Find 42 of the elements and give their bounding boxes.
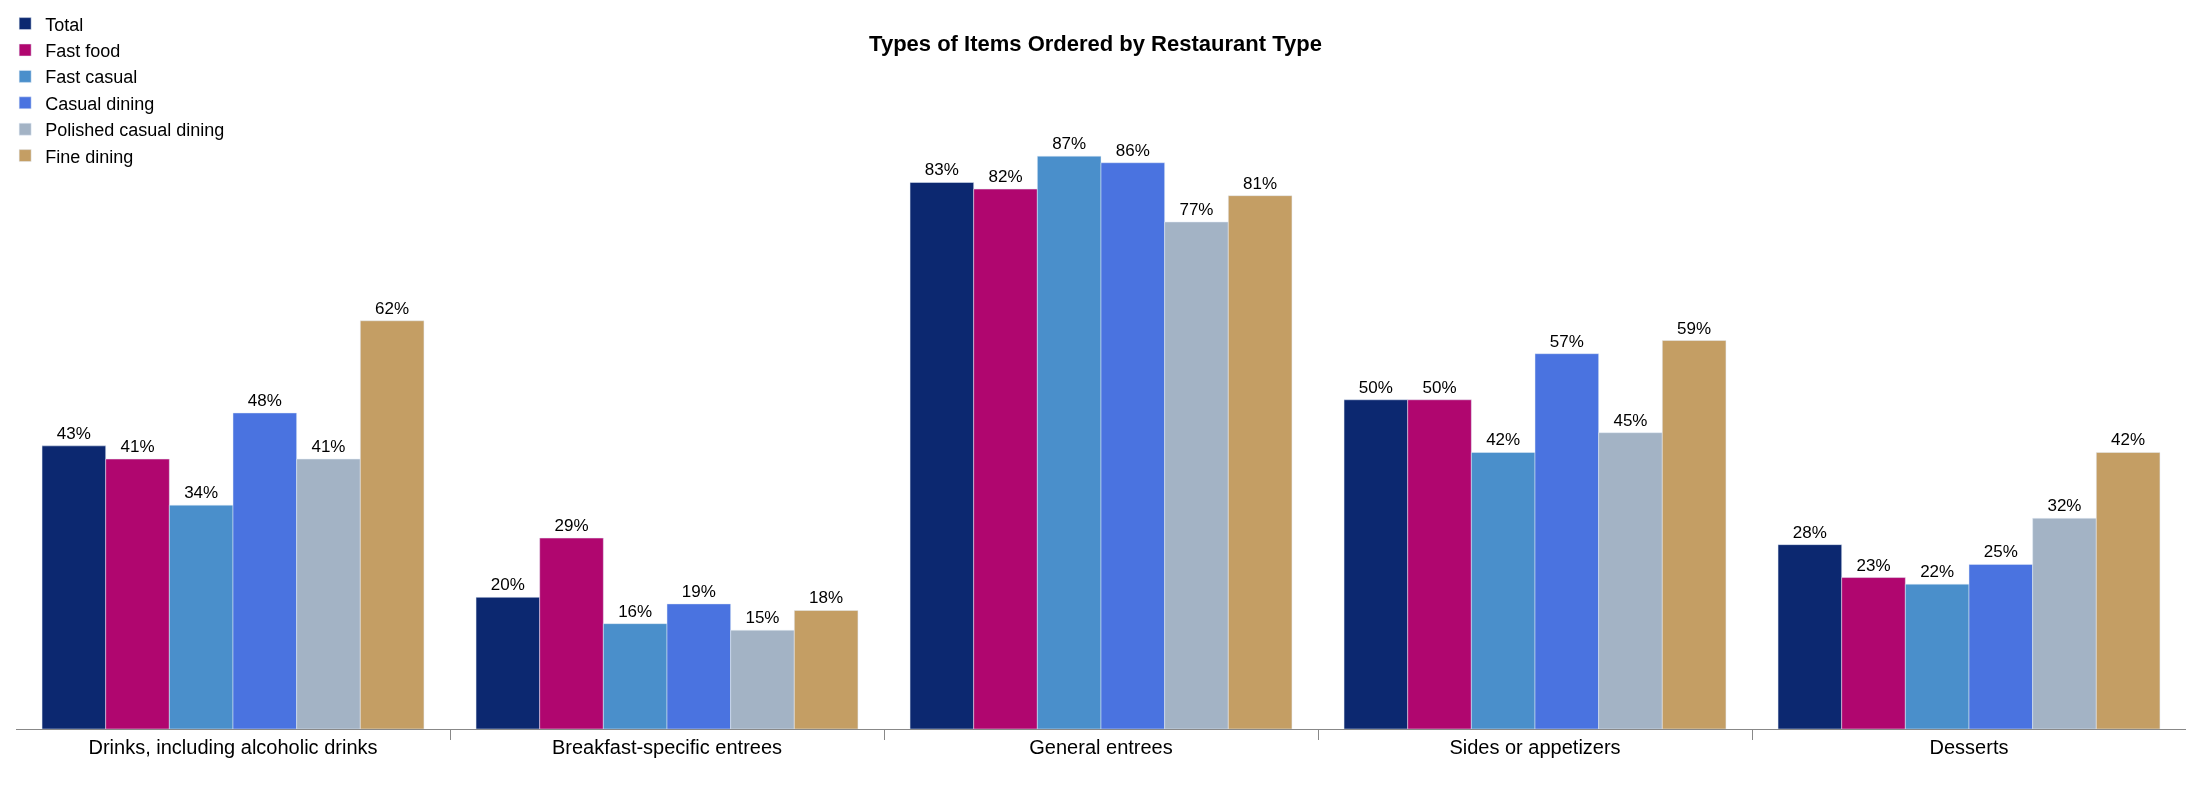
data-label: 62% [375, 298, 410, 318]
data-label: 19% [681, 581, 716, 601]
data-label: 42% [2111, 430, 2146, 450]
data-label: 16% [618, 601, 653, 621]
chart-title: Types of Items Ordered by Restaurant Type [869, 30, 1322, 56]
data-label: 59% [1677, 318, 1712, 338]
legend-label: Casual dining [45, 93, 155, 114]
data-label: 87% [1052, 134, 1087, 154]
legend-label: Fast casual [45, 67, 138, 88]
legend-label: Fine dining [45, 146, 134, 167]
data-label: 28% [1792, 522, 1827, 542]
data-label: 23% [1856, 555, 1891, 575]
data-label: 25% [1983, 542, 2018, 562]
data-label: 32% [2047, 496, 2082, 516]
legend-label: Total [45, 14, 84, 35]
data-label: 77% [1179, 199, 1214, 219]
data-label: 57% [1549, 331, 1584, 351]
data-label: 45% [1613, 410, 1648, 430]
data-label: 83% [924, 160, 959, 180]
data-label: 42% [1486, 430, 1521, 450]
data-label: 20% [490, 575, 525, 595]
data-label: 22% [1920, 562, 1955, 582]
data-label: 34% [184, 483, 219, 503]
x-tick-label: Drinks, including alcoholic drinks [88, 736, 378, 758]
data-label: 29% [554, 516, 589, 536]
data-label: 18% [809, 588, 844, 608]
data-label: 81% [1243, 173, 1278, 193]
x-tick-label: General entrees [1029, 736, 1173, 758]
x-tick-label: Breakfast-specific entrees [551, 736, 783, 758]
legend-label: Polished casual dining [45, 120, 225, 141]
data-label: 50% [1358, 377, 1393, 397]
x-tick-label: Sides or appetizers [1449, 736, 1621, 758]
data-label: 41% [311, 437, 346, 457]
data-label: 82% [988, 167, 1023, 187]
data-label: 48% [247, 390, 282, 410]
data-label: 43% [56, 423, 91, 443]
data-label: 41% [120, 437, 155, 457]
x-tick-label: Desserts [1929, 736, 2009, 758]
data-label: 50% [1422, 377, 1457, 397]
data-label: 15% [745, 608, 780, 628]
legend-label: Fast food [45, 41, 121, 62]
data-label: 86% [1115, 140, 1150, 160]
